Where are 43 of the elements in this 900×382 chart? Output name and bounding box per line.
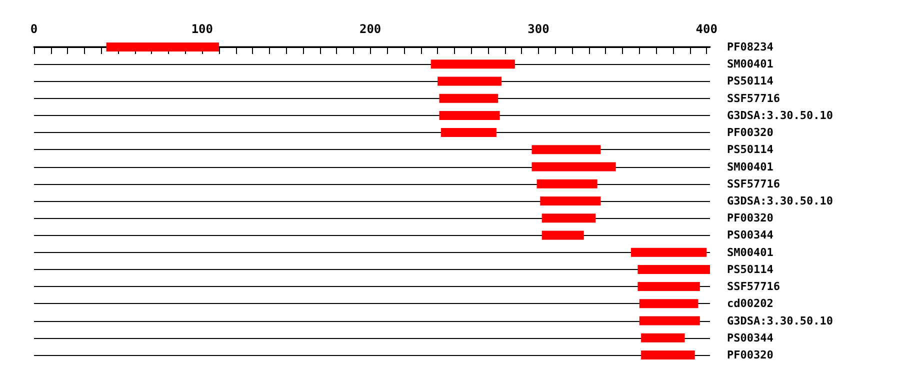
bar — [439, 110, 500, 120]
y-tick-label: SSF57716 — [727, 92, 780, 105]
y-tick-label: PS50114 — [727, 262, 774, 276]
bar — [639, 299, 698, 308]
bar — [641, 333, 685, 342]
x-tick-label: 200 — [359, 22, 382, 36]
bar — [536, 179, 598, 188]
bar — [532, 162, 616, 172]
y-tick-label: PS00344 — [727, 331, 774, 344]
y-tick-label: PF00320 — [727, 126, 774, 140]
y-tick-label: PS50114 — [727, 143, 774, 156]
y-tick-label: G3DSA:3.30.50.10 — [727, 108, 833, 122]
y-tick-label: SSF57716 — [727, 280, 780, 294]
y-tick-label: G3DSA:3.30.50.10 — [727, 194, 833, 208]
bar — [440, 128, 496, 138]
bar — [106, 42, 219, 52]
x-tick-label: 100 — [191, 22, 214, 36]
bar — [438, 76, 502, 86]
bar — [638, 282, 700, 292]
y-tick-label: SM00401 — [727, 246, 774, 259]
bar — [532, 145, 601, 154]
bar — [439, 94, 498, 103]
bar — [638, 264, 710, 274]
y-tick-label: PS00344 — [727, 228, 774, 242]
y-tick-label: PS50114 — [727, 74, 774, 88]
bar — [641, 350, 695, 360]
y-tick-label: SSF57716 — [727, 177, 780, 190]
x-tick-label: 400 — [696, 22, 718, 36]
y-tick-label: cd00202 — [727, 297, 774, 310]
bar — [542, 230, 584, 240]
x-tick-label: 0 — [30, 22, 38, 36]
x-tick-label: 300 — [528, 22, 550, 36]
y-tick-label: G3DSA:3.30.50.10 — [727, 314, 833, 328]
bar — [639, 316, 700, 326]
y-tick-label: PF08234 — [727, 40, 774, 54]
y-tick-label: PF00320 — [727, 212, 774, 225]
bar — [540, 196, 601, 206]
y-tick-label: SM00401 — [727, 160, 774, 174]
y-tick-label: PF00320 — [727, 348, 774, 362]
bar — [430, 60, 515, 69]
y-tick-label: SM00401 — [727, 58, 774, 71]
bar — [630, 248, 707, 257]
bar — [542, 214, 596, 223]
